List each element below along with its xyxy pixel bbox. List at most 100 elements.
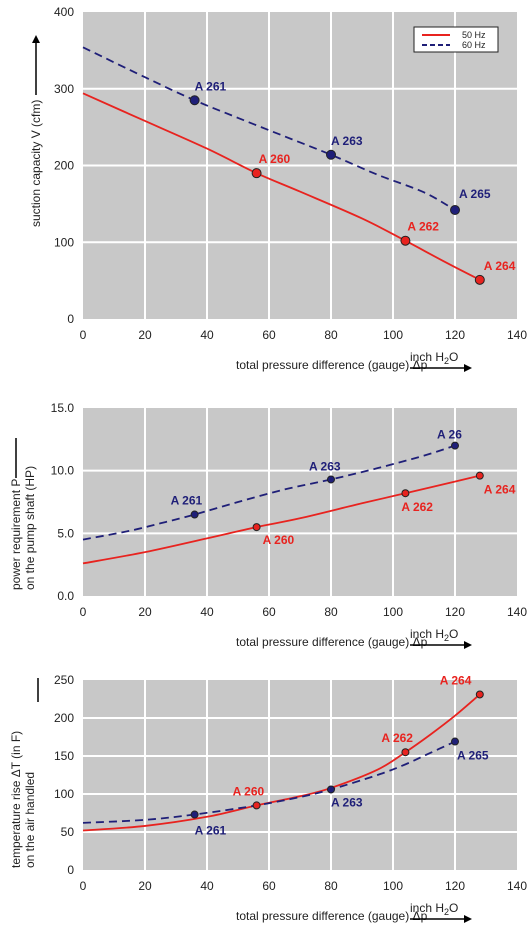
x-axis-unit: inch H2O bbox=[410, 627, 458, 643]
chart-1: 0 20 40 60 80 100 120 140 0 100 200 300 400 A 261 A 26… bbox=[54, 5, 527, 372]
chart-3: 0 20 40 60 80 100 120 140 0 50 100 150 200 250 A 261 A … bbox=[54, 673, 527, 923]
data-point-label: A 260 bbox=[233, 784, 265, 798]
legend-label: 50 Hz bbox=[462, 30, 486, 40]
data-point-label: A 262 bbox=[407, 220, 439, 234]
x-tick-label: 100 bbox=[383, 605, 403, 619]
series-line-60-hz bbox=[82, 444, 456, 541]
plot-area bbox=[83, 408, 517, 596]
x-tick-label: 140 bbox=[507, 605, 527, 619]
x-tick-label: 60 bbox=[262, 879, 276, 893]
y-tick-label: 200 bbox=[54, 711, 74, 725]
x-axis-label: total pressure difference (gauge) Δp bbox=[236, 909, 428, 923]
data-point bbox=[190, 810, 199, 819]
data-point-label: A 260 bbox=[263, 533, 295, 547]
x-tick-label: 120 bbox=[445, 605, 465, 619]
data-point-label: A 262 bbox=[381, 731, 413, 745]
data-point bbox=[450, 205, 460, 216]
y-tick-label: 100 bbox=[54, 787, 74, 801]
x-tick-label: 120 bbox=[445, 879, 465, 893]
data-point bbox=[326, 149, 336, 160]
y-axis-arrowhead bbox=[32, 35, 40, 43]
x-axis-arrowhead bbox=[464, 364, 472, 372]
data-point-label: A 264 bbox=[440, 673, 472, 687]
legend-box bbox=[413, 26, 499, 53]
x-tick-label: 40 bbox=[200, 605, 214, 619]
x-axis-arrowhead bbox=[464, 641, 472, 649]
data-point-label: A 260 bbox=[259, 152, 291, 166]
y-tick-label: 10.0 bbox=[51, 464, 75, 478]
series-line-50-hz bbox=[82, 92, 481, 281]
data-point bbox=[451, 441, 459, 450]
legend-label: 60 Hz bbox=[462, 40, 486, 50]
data-point bbox=[401, 489, 410, 498]
series-line-60-hz bbox=[82, 740, 456, 824]
data-point bbox=[327, 785, 335, 794]
y-axis-label: suction capacity V (cfm) bbox=[29, 100, 43, 227]
x-tick-label: 140 bbox=[507, 879, 527, 893]
x-tick-label: 20 bbox=[138, 328, 152, 342]
x-axis-label: total pressure difference (gauge) Δp bbox=[236, 635, 428, 649]
data-point bbox=[474, 274, 485, 285]
y-axis-label: power requirement P bbox=[9, 479, 23, 590]
x-tick-label: 60 bbox=[262, 328, 276, 342]
data-point-label: A 262 bbox=[401, 500, 433, 514]
chart-2: 0 20 40 60 80 100 120 140 0.0 5.0 10.0 15.0 A 261 A 2… bbox=[51, 401, 527, 649]
data-point-label: A 263 bbox=[331, 795, 363, 809]
x-tick-label: 80 bbox=[324, 605, 338, 619]
y-tick-label: 200 bbox=[54, 159, 74, 173]
data-point bbox=[189, 95, 200, 106]
data-point bbox=[451, 737, 459, 746]
data-point-label: A 261 bbox=[195, 824, 227, 838]
x-axis-label: total pressure difference (gauge) Δp bbox=[236, 358, 428, 372]
data-point-label: A 264 bbox=[484, 259, 516, 273]
data-point bbox=[400, 235, 411, 246]
x-tick-label: 40 bbox=[200, 879, 214, 893]
x-tick-label: 100 bbox=[383, 879, 403, 893]
data-point-label: A 265 bbox=[457, 749, 489, 763]
y-axis-label-3-group: temperature rise ΔT (in F) on the air han… bbox=[9, 678, 39, 868]
data-point bbox=[475, 690, 484, 699]
series-line-50-hz bbox=[82, 474, 481, 565]
y-axis-label: temperature rise ΔT (in F) bbox=[9, 731, 23, 868]
x-axis-arrowhead bbox=[464, 915, 472, 923]
y-tick-label: 0 bbox=[67, 312, 74, 326]
x-tick-label: 0 bbox=[80, 605, 87, 619]
y-axis-label-1-group: suction capacity V (cfm) bbox=[29, 35, 43, 227]
x-axis-unit: inch H2O bbox=[410, 350, 458, 366]
data-point bbox=[475, 471, 484, 480]
y-tick-label: 300 bbox=[54, 82, 74, 96]
x-tick-label: 140 bbox=[507, 328, 527, 342]
y-tick-label: 15.0 bbox=[51, 401, 75, 415]
x-tick-label: 20 bbox=[138, 879, 152, 893]
x-tick-label: 0 bbox=[80, 879, 87, 893]
plot-area bbox=[83, 680, 517, 870]
data-point bbox=[327, 475, 335, 484]
x-tick-label: 60 bbox=[262, 605, 276, 619]
y-tick-label: 250 bbox=[54, 673, 74, 687]
x-tick-label: 40 bbox=[200, 328, 214, 342]
y-tick-label: 5.0 bbox=[57, 526, 74, 540]
y-tick-label: 0.0 bbox=[57, 589, 74, 603]
data-point-label: A 263 bbox=[309, 459, 341, 473]
data-point bbox=[252, 523, 261, 532]
data-point-label: A 261 bbox=[171, 494, 203, 508]
data-point-label: A 26 bbox=[437, 428, 462, 442]
data-point bbox=[401, 748, 410, 757]
data-point-label: A 264 bbox=[484, 483, 516, 497]
data-point bbox=[251, 168, 262, 179]
y-tick-label: 100 bbox=[54, 235, 74, 249]
y-axis-label: on the air handled bbox=[23, 772, 37, 868]
data-point bbox=[252, 801, 261, 810]
x-tick-label: 80 bbox=[324, 328, 338, 342]
y-tick-label: 150 bbox=[54, 749, 74, 763]
x-tick-label: 80 bbox=[324, 879, 338, 893]
x-tick-label: 100 bbox=[383, 328, 403, 342]
data-point bbox=[190, 510, 199, 519]
y-tick-label: 400 bbox=[54, 5, 74, 19]
data-point-label: A 265 bbox=[459, 187, 491, 201]
y-axis-label: on the pump shaft (HP) bbox=[23, 466, 37, 590]
data-point-label: A 263 bbox=[331, 134, 363, 148]
